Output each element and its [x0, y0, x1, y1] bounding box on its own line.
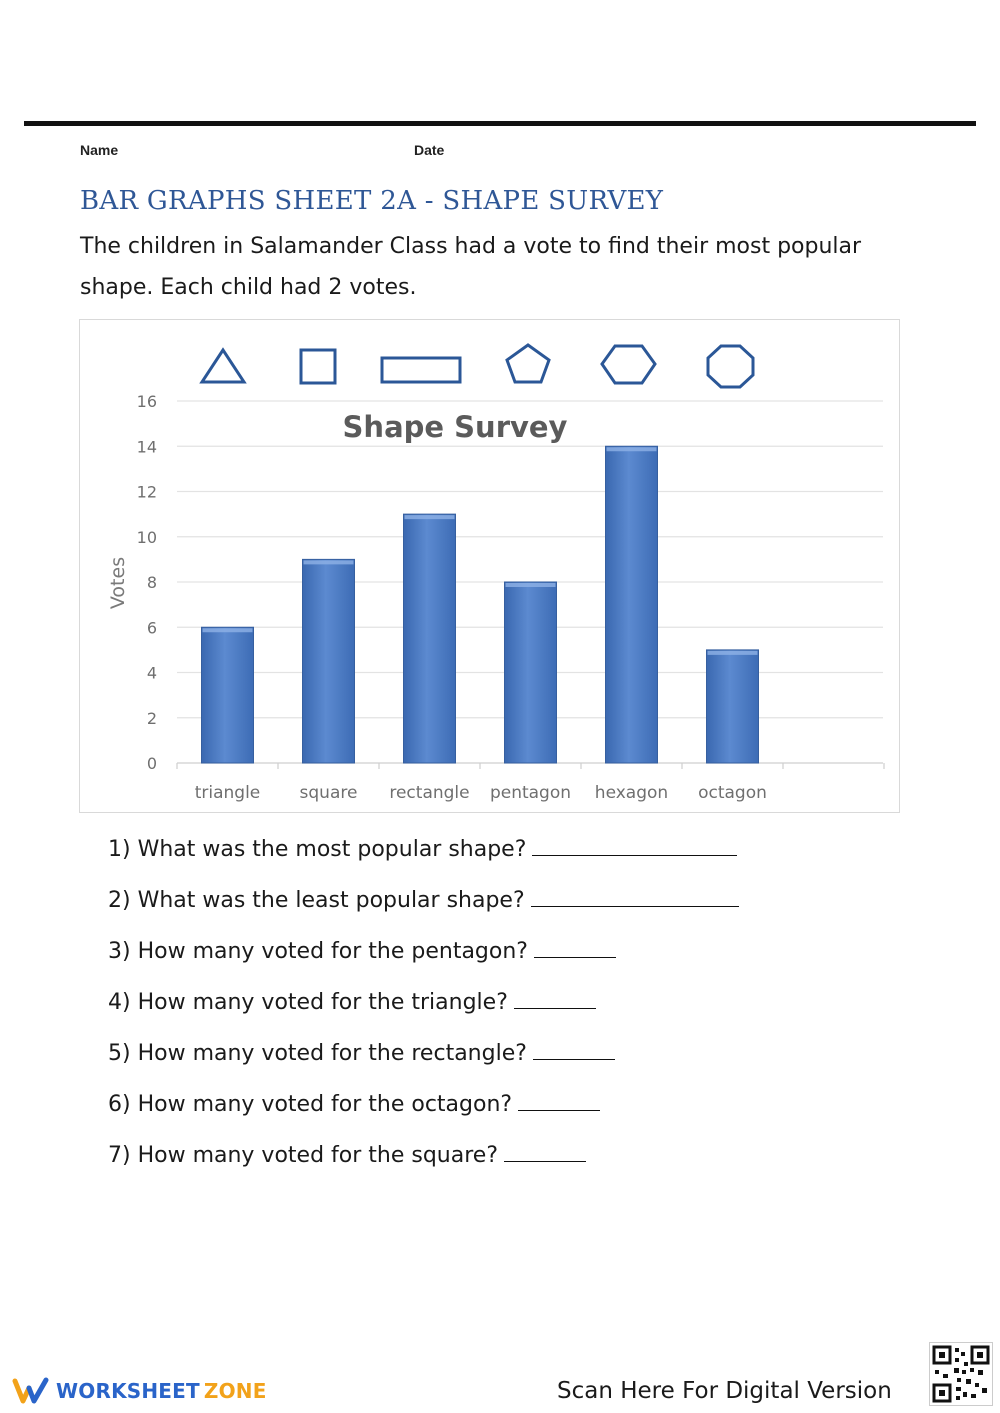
bar-square [302, 558, 355, 764]
y-tick-label: 10 [137, 528, 157, 547]
x-tick-label: triangle [195, 783, 261, 803]
bar-hexagon [605, 445, 658, 764]
sheet-title: BAR GRAPHS SHEET 2A - SHAPE SURVEY [80, 186, 664, 216]
bar-octagon [706, 649, 759, 764]
name-label: Name [80, 142, 119, 158]
question-7: 7) How many voted for the square? [108, 1140, 586, 1168]
answer-blank[interactable] [532, 834, 738, 856]
square-icon [299, 348, 337, 385]
answer-blank[interactable] [513, 987, 596, 1009]
y-tick-label: 4 [147, 664, 157, 683]
answer-blank[interactable] [504, 1140, 586, 1162]
y-axis-label: Votes [107, 557, 129, 609]
x-tick-label: square [300, 783, 358, 803]
question-6: 6) How many voted for the octagon? [108, 1089, 601, 1117]
y-tick-label: 12 [137, 483, 157, 502]
pentagon-icon [505, 343, 551, 384]
triangle-icon [199, 347, 247, 384]
y-tick-label: 2 [147, 709, 157, 728]
shape-survey-chart: Shape Survey Votes 0 2 4 6 8 10 12 14 16 triangl… [107, 343, 885, 803]
y-tick-label: 6 [147, 618, 157, 637]
y-tick-label: 14 [137, 437, 157, 456]
answer-blank[interactable] [533, 936, 616, 958]
answer-blank[interactable] [518, 1089, 601, 1111]
answer-blank[interactable] [532, 1038, 615, 1060]
chart-title: Shape Survey [343, 410, 568, 444]
question-3: 3) How many voted for the pentagon? [108, 936, 616, 964]
top-rule [24, 121, 976, 126]
bar-top-highlight [404, 515, 455, 520]
question-5: 5) How many voted for the rectangle? [108, 1038, 615, 1066]
question-2: 2) What was the least popular shape? [108, 885, 739, 913]
logo-w-icon [12, 1377, 49, 1404]
y-tick-label: 16 [137, 392, 157, 411]
bar-top-highlight [202, 628, 253, 633]
x-tick-label: hexagon [595, 783, 668, 803]
scan-text: Scan Here For Digital Version [557, 1378, 892, 1404]
x-tick-label: octagon [698, 783, 767, 803]
chart-frame: Shape Survey Votes 0 2 4 6 8 10 12 14 16 triangl… [79, 319, 900, 813]
bar-pentagon [504, 581, 557, 764]
brand-name-part2: ZONE [203, 1379, 267, 1403]
x-tick-label: rectangle [389, 783, 469, 803]
y-tick-label: 8 [147, 573, 157, 592]
worksheetzone-logo[interactable]: WORKSHEET ZONE [12, 1374, 267, 1408]
octagon-icon [706, 344, 755, 389]
hexagon-icon [600, 344, 657, 385]
bar-top-highlight [303, 560, 354, 565]
bar-rectangle [403, 513, 456, 764]
bar-top-highlight [606, 447, 657, 452]
question-4: 4) How many voted for the triangle? [108, 987, 596, 1015]
y-tick-label: 0 [147, 754, 157, 773]
date-label: Date [414, 142, 445, 158]
bar-top-highlight [707, 650, 758, 655]
question-1: 1) What was the most popular shape? [108, 834, 738, 862]
x-tick-label: pentagon [490, 783, 571, 803]
intro-text: The children in Salamander Class had a v… [80, 234, 862, 300]
bar-top-highlight [505, 583, 556, 587]
bar-triangle [201, 626, 254, 764]
answer-blank[interactable] [530, 885, 739, 907]
brand-name-part1: WORKSHEET [56, 1379, 200, 1403]
rectangle-icon [380, 356, 462, 384]
qr-code-icon[interactable] [929, 1342, 993, 1406]
